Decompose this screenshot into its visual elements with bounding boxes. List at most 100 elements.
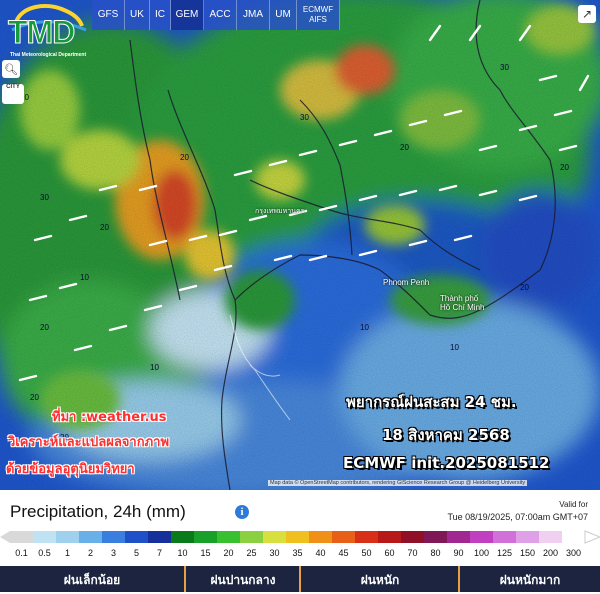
svg-text:20: 20: [520, 283, 529, 292]
scale-swatch: [217, 531, 241, 543]
category-divider: [184, 566, 186, 592]
scale-tick-label: 100: [473, 548, 490, 558]
scale-tick-label: 125: [496, 548, 513, 558]
svg-text:30: 30: [500, 63, 509, 72]
scale-tick-label: 7: [156, 548, 163, 558]
svg-text:20: 20: [560, 163, 569, 172]
scale-tick-label: 2: [87, 548, 94, 558]
city-toggle-button[interactable]: CITY: [2, 84, 24, 104]
scale-swatch: [470, 531, 494, 543]
scale-tick-label: 20: [223, 548, 234, 558]
city-label: CITY: [6, 84, 20, 90]
city-bangkok: กรุงเทพมหานคร: [255, 208, 305, 215]
share-button[interactable]: ↗: [578, 5, 596, 23]
category-very-heavy-rain: ฝนหนักมาก: [499, 573, 561, 587]
source-line-1: ที่มา :weather.us: [52, 410, 167, 425]
svg-text:20: 20: [60, 433, 69, 442]
tab-jma[interactable]: JMA: [237, 0, 270, 30]
scale-swatch: [539, 531, 563, 543]
tmd-logo[interactable]: TMD Thai Meteorological Department: [2, 0, 90, 58]
svg-text:10: 10: [150, 363, 159, 372]
category-light-rain: ฝนเล็กน้อย: [63, 573, 121, 587]
source-line-2: วิเคราะห์และแปลผลจากภาพ: [8, 435, 170, 450]
svg-text:10: 10: [80, 273, 89, 282]
map-attribution: Map data © OpenStreetMap contributors, r…: [268, 480, 528, 486]
forecast-date: 18 สิงหาคม 2568: [382, 426, 510, 444]
tab-gem[interactable]: GEM: [171, 0, 204, 30]
valid-time: Tue 08/19/2025, 07:00am GMT+07: [447, 512, 588, 522]
scale-tick-label: 10: [177, 548, 188, 558]
scale-swatch: [194, 531, 218, 543]
scale-swatch: [332, 531, 356, 543]
scale-tick-label: 0.5: [38, 548, 51, 558]
scale-swatch: [171, 531, 195, 543]
city-phnom-penh: Phnom Penh: [383, 278, 430, 287]
scale-swatch: [148, 531, 172, 543]
precipitation-color-scale: [0, 530, 600, 544]
info-icon[interactable]: i: [235, 505, 249, 519]
city-hcmc-line1: Thành phố: [440, 294, 479, 303]
forecast-title: พยากรณ์ฝนสะสม 24 ชม.: [346, 393, 517, 411]
forecast-model-init: ECMWF init.2025081512: [343, 454, 550, 472]
scale-arrow-left: [0, 531, 10, 543]
svg-text:20: 20: [40, 323, 49, 332]
tab-acc[interactable]: ACC: [204, 0, 237, 30]
valid-label: Valid for: [559, 500, 588, 509]
precipitation-map[interactable]: 20 30 20 20 20 10 30 20 30 20 10 10 20 10 20 20 TMD …: [0, 0, 600, 490]
scale-swatch: [355, 531, 379, 543]
tab-uk[interactable]: UK: [125, 0, 150, 30]
scale-tick-label: 1: [64, 548, 71, 558]
scale-tick-label: 300: [565, 548, 582, 558]
category-heavy-rain: ฝนหนัก: [360, 573, 400, 587]
svg-text:20: 20: [400, 143, 409, 152]
svg-text:30: 30: [40, 193, 49, 202]
zoom-button[interactable]: 🔍︎: [2, 60, 20, 78]
scale-swatch: [378, 531, 402, 543]
scale-tick-labels: 0.1 0.5 1 2 3 5 7 10 15 20 25 30 35 40 45 50 60 70 80 90 100…: [0, 548, 600, 560]
category-divider: [458, 566, 460, 592]
scale-swatch: [286, 531, 310, 543]
scale-arrow-right: [584, 530, 600, 544]
logo-subtitle: Thai Meteorological Department: [10, 52, 87, 58]
map-canvas: 20 30 20 20 20 10 30 20 30 20 10 10 20 10 20 20: [0, 0, 600, 490]
intensity-category-bar: ฝนเล็กน้อย ฝนปานกลาง ฝนหนัก ฝนหนักมาก: [0, 566, 600, 592]
svg-text:30: 30: [300, 113, 309, 122]
scale-swatch: [33, 531, 57, 543]
scale-tick-label: 15: [200, 548, 211, 558]
svg-text:20: 20: [180, 153, 189, 162]
svg-text:10: 10: [450, 343, 459, 352]
scale-swatch: [79, 531, 103, 543]
magnifier-icon: 🔍︎: [4, 62, 18, 76]
scale-swatch: [447, 531, 471, 543]
scale-tick-label: 90: [453, 548, 464, 558]
category-divider: [299, 566, 301, 592]
scale-swatch: [263, 531, 287, 543]
scale-tick-label: 150: [519, 548, 536, 558]
scale-tick-label: 70: [407, 548, 418, 558]
tab-ecmwf-aifs[interactable]: ECMWF AIFS: [297, 0, 340, 30]
source-line-3: ด้วยข้อมูลอุตุนิยมวิทยา: [6, 462, 135, 477]
legend-title: Precipitation, 24h (mm): [10, 502, 186, 521]
external-link-icon: ↗: [581, 7, 593, 21]
scale-swatch: [516, 531, 540, 543]
tab-ic[interactable]: IC: [150, 0, 171, 30]
scale-tick-label: 25: [246, 548, 257, 558]
scale-tick-label: 40: [315, 548, 326, 558]
scale-swatch: [562, 531, 586, 543]
scale-swatch: [125, 531, 149, 543]
svg-text:20: 20: [20, 93, 29, 102]
scale-tick-label: 30: [269, 548, 280, 558]
logo-sun-icon: [11, 4, 87, 32]
scale-swatch: [10, 531, 34, 543]
scale-tick-label: 35: [292, 548, 303, 558]
tab-um[interactable]: UM: [270, 0, 297, 30]
logo-text: TMD: [7, 14, 75, 51]
svg-text:10: 10: [360, 323, 369, 332]
category-moderate-rain: ฝนปานกลาง: [210, 573, 276, 587]
scale-swatch: [240, 531, 264, 543]
scale-tick-label: 200: [542, 548, 559, 558]
scale-tick-label: 80: [430, 548, 441, 558]
scale-swatch: [401, 531, 425, 543]
scale-tick-label: 5: [133, 548, 140, 558]
tab-gfs[interactable]: GFS: [92, 0, 125, 30]
